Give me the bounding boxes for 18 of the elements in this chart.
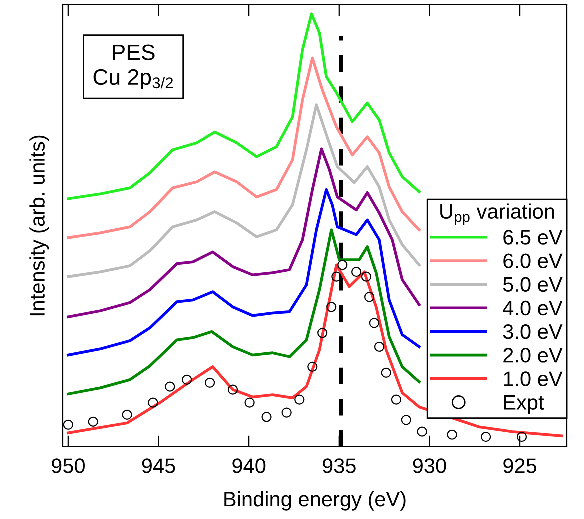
legend-label: 2.0 eV (504, 348, 563, 363)
legend-label: 6.5 eV (504, 230, 563, 245)
legend-label: 4.0 eV (503, 300, 563, 316)
x-axis-title: Binding energy (eV) (224, 491, 406, 511)
x-tick-label: 925 (504, 458, 537, 474)
legend-label: 5.0 eV (503, 277, 563, 292)
x-tick-label: 940 (232, 458, 266, 474)
y-axis-title: Intensity (arb. units) (30, 136, 50, 316)
legend-label: Expt (504, 395, 544, 414)
legend-title: U$_{pp}$ variation (440, 204, 554, 226)
legend-label: 3.0 eV (503, 324, 563, 340)
annotation: PES Cu 2p$_{3/2}$ (94, 44, 174, 90)
legend-label: 1.0 eV (504, 372, 563, 386)
x-tick-label: 935 (322, 458, 356, 474)
x-tick-label: 950 (52, 458, 85, 474)
legend-label: 6.0 eV (504, 254, 563, 268)
x-tick-label: 945 (142, 458, 176, 474)
x-tick-label: 930 (413, 458, 446, 474)
